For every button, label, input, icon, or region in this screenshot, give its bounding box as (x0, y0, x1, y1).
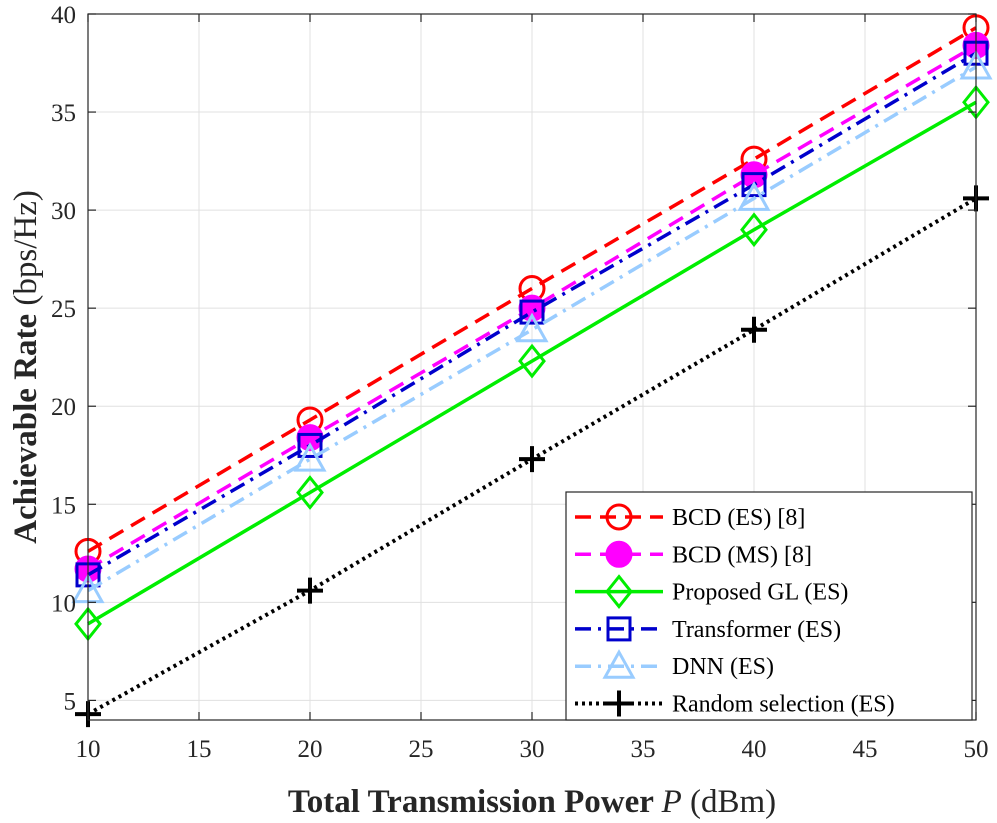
legend-marker (606, 616, 632, 642)
legend-marker (602, 649, 636, 679)
series-line (87, 51, 977, 577)
data-point (740, 212, 768, 248)
data-point (296, 475, 324, 510)
data-point (741, 172, 767, 198)
legend: BCD (ES) [8] BCD (MS) [8] Proposed GL (ES)… (565, 491, 973, 721)
x-tick-label: 50 (964, 736, 989, 763)
x-tick-label: 20 (298, 736, 323, 763)
legend-entry: BCD (MS) [8] (575, 540, 812, 568)
y-axis-title: Achievable Rate (bps/Hz) (8, 190, 44, 544)
series-2 (74, 31, 990, 583)
legend-entry: Random selection (ES) (575, 690, 895, 718)
legend-marker (605, 574, 633, 610)
x-tick-label: 40 (742, 736, 767, 763)
y-tick-label: 25 (51, 296, 76, 323)
series-line (87, 26, 977, 553)
legend-marker (605, 503, 633, 531)
x-tick-label: 10 (76, 736, 101, 763)
data-point (518, 343, 546, 379)
y-tick-label: 5 (64, 688, 77, 715)
legend-marker (606, 690, 632, 717)
y-tick-label: 10 (51, 590, 76, 617)
legend-label: Random selection (ES) (672, 692, 895, 718)
legend-entry: DNN (ES) (575, 649, 774, 680)
y-tick-label: 30 (51, 198, 76, 225)
series-group (71, 14, 993, 728)
legend-entry: Proposed GL (ES) (575, 574, 848, 610)
legend-entry: Transformer (ES) (575, 616, 841, 643)
legend-label: BCD (ES) [8] (672, 505, 805, 531)
data-point (519, 446, 545, 473)
legend-label: BCD (MS) [8] (672, 542, 812, 568)
legend-label: DNN (ES) (672, 654, 774, 680)
legend-marker (605, 540, 633, 568)
y-tick-label: 35 (51, 100, 76, 127)
x-tick-label: 45 (853, 736, 878, 763)
y-tick-label: 40 (51, 2, 76, 29)
x-tick-label: 30 (520, 736, 545, 763)
series-line (87, 65, 977, 593)
data-point (293, 442, 327, 472)
x-axis-title: Total Transmission Power P (dBm) (288, 784, 776, 820)
y-tick-label: 20 (51, 394, 76, 421)
legend-box (565, 491, 973, 721)
legend-label: Proposed GL (ES) (672, 580, 848, 606)
x-tick-label: 15 (187, 736, 212, 763)
data-point (297, 432, 323, 458)
data-point (737, 181, 771, 211)
legend-label: Transformer (ES) (672, 617, 841, 643)
x-tick-label: 25 (409, 736, 434, 763)
y-tick-label: 15 (51, 492, 76, 519)
data-point (297, 577, 323, 604)
series-3 (74, 84, 990, 642)
data-point (519, 299, 545, 325)
data-point (515, 312, 549, 343)
series-line (87, 100, 977, 626)
data-point (741, 316, 767, 343)
legend-entry: BCD (ES) [8] (575, 503, 805, 531)
x-tick-label: 35 (631, 736, 656, 763)
tick-labels: 10 15 20 25 30 35 40 45 50 5 10 15 20 25 30 35 40 (51, 2, 989, 763)
